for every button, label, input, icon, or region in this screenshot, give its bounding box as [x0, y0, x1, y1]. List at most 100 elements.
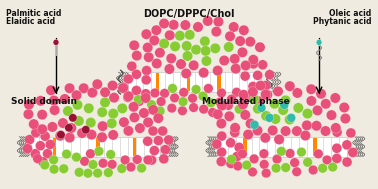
- Circle shape: [239, 90, 249, 100]
- Circle shape: [303, 157, 312, 167]
- Circle shape: [82, 125, 90, 134]
- Circle shape: [211, 26, 222, 37]
- Circle shape: [47, 122, 57, 132]
- Circle shape: [62, 149, 71, 159]
- Circle shape: [277, 146, 286, 156]
- Circle shape: [30, 149, 40, 159]
- Circle shape: [235, 36, 245, 46]
- Circle shape: [139, 108, 149, 118]
- Circle shape: [271, 163, 281, 173]
- Circle shape: [141, 29, 152, 39]
- Circle shape: [117, 164, 127, 173]
- Circle shape: [104, 168, 113, 177]
- Bar: [129, 72, 262, 92]
- Circle shape: [100, 87, 110, 97]
- Circle shape: [153, 136, 163, 146]
- Circle shape: [217, 147, 227, 157]
- Circle shape: [72, 100, 83, 110]
- Circle shape: [109, 92, 119, 103]
- Circle shape: [69, 114, 77, 122]
- Circle shape: [243, 129, 253, 140]
- Circle shape: [36, 96, 46, 106]
- Circle shape: [213, 109, 223, 119]
- Circle shape: [265, 70, 275, 80]
- Circle shape: [248, 55, 259, 65]
- Circle shape: [143, 155, 153, 165]
- Circle shape: [66, 123, 76, 133]
- Circle shape: [233, 161, 243, 171]
- Circle shape: [98, 121, 108, 131]
- Circle shape: [77, 128, 87, 138]
- Circle shape: [65, 132, 75, 143]
- Circle shape: [230, 128, 240, 137]
- Circle shape: [143, 42, 153, 53]
- Circle shape: [127, 61, 137, 71]
- Circle shape: [261, 81, 271, 91]
- Circle shape: [257, 103, 266, 112]
- Circle shape: [58, 118, 68, 128]
- Circle shape: [239, 93, 249, 102]
- Circle shape: [141, 93, 151, 103]
- Circle shape: [313, 149, 323, 159]
- Circle shape: [340, 113, 350, 124]
- Circle shape: [248, 87, 258, 97]
- Circle shape: [240, 71, 250, 81]
- Circle shape: [123, 74, 133, 84]
- Circle shape: [151, 25, 161, 35]
- Circle shape: [97, 107, 107, 117]
- Circle shape: [50, 105, 60, 115]
- Circle shape: [332, 153, 342, 163]
- Circle shape: [245, 118, 256, 129]
- Circle shape: [123, 126, 133, 136]
- Circle shape: [24, 99, 34, 110]
- Circle shape: [178, 106, 187, 115]
- Circle shape: [232, 88, 242, 97]
- Circle shape: [137, 163, 146, 173]
- Circle shape: [321, 99, 331, 109]
- Circle shape: [148, 126, 158, 136]
- Circle shape: [200, 36, 210, 46]
- Circle shape: [272, 154, 282, 164]
- Circle shape: [213, 16, 223, 27]
- Circle shape: [49, 155, 58, 164]
- Circle shape: [155, 48, 165, 58]
- Bar: [53, 138, 56, 156]
- Circle shape: [306, 84, 316, 94]
- Circle shape: [238, 149, 247, 159]
- Circle shape: [278, 105, 288, 115]
- Circle shape: [232, 152, 242, 161]
- Circle shape: [164, 64, 175, 74]
- Circle shape: [132, 50, 142, 61]
- Circle shape: [119, 82, 129, 92]
- Circle shape: [23, 109, 34, 119]
- Circle shape: [268, 125, 278, 136]
- Bar: [217, 73, 221, 91]
- Text: Modulated phase: Modulated phase: [202, 97, 290, 106]
- Circle shape: [153, 113, 163, 123]
- Circle shape: [240, 110, 251, 120]
- Circle shape: [226, 94, 237, 105]
- Circle shape: [123, 91, 134, 101]
- Circle shape: [230, 123, 240, 133]
- Circle shape: [107, 160, 117, 169]
- Circle shape: [123, 92, 133, 102]
- Circle shape: [339, 102, 349, 113]
- Circle shape: [79, 83, 89, 93]
- Circle shape: [342, 140, 352, 150]
- Circle shape: [60, 94, 70, 104]
- Bar: [313, 138, 317, 156]
- Circle shape: [84, 103, 94, 113]
- Circle shape: [253, 125, 263, 136]
- Circle shape: [133, 95, 143, 104]
- Circle shape: [240, 60, 251, 71]
- Circle shape: [152, 58, 162, 69]
- Circle shape: [129, 102, 139, 112]
- Circle shape: [262, 168, 271, 178]
- Circle shape: [23, 144, 33, 154]
- Circle shape: [331, 123, 341, 133]
- Circle shape: [217, 100, 227, 111]
- Circle shape: [183, 51, 193, 61]
- Circle shape: [94, 146, 104, 156]
- Circle shape: [168, 84, 177, 93]
- Circle shape: [36, 141, 45, 151]
